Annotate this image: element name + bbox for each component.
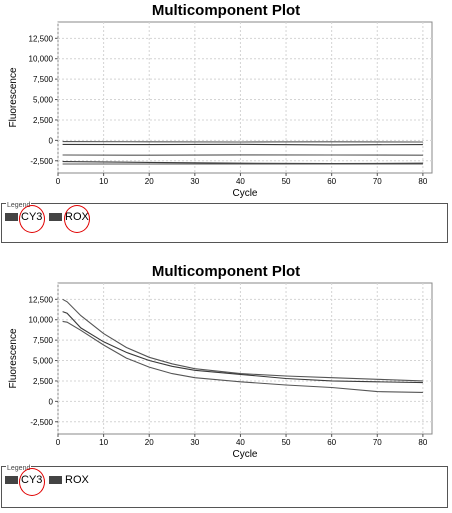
legend-swatch-cy3-2 <box>5 476 18 484</box>
legend-swatch-rox-2 <box>49 476 62 484</box>
y-axis-label: Fluorescence <box>8 67 19 127</box>
y-tick-label: 0 <box>49 397 54 406</box>
x-tick-label: 10 <box>99 177 108 186</box>
y-tick-label: 10,000 <box>29 55 54 64</box>
x-tick-label: 70 <box>373 438 382 447</box>
chart-1: -2,500 0 2,500 5,000 7,500 10,000 12,500 0 10 20 3… <box>8 21 433 199</box>
highlight-circle-rox <box>64 205 90 233</box>
x-tick-label: 50 <box>282 438 291 447</box>
x-tick-label: 40 <box>236 438 245 447</box>
legend-swatch-cy3 <box>5 213 18 221</box>
x-tick-label: 60 <box>327 438 336 447</box>
x-axis-label: Cycle <box>232 449 257 460</box>
chart-title-1: Multicomponent Plot <box>151 2 301 19</box>
x-tick-label: 30 <box>190 177 199 186</box>
legend-swatch-rox <box>49 213 62 221</box>
legend-caption-1: Legend <box>6 202 32 209</box>
legend-item-rox-2[interactable]: ROX <box>49 474 89 486</box>
x-tick-label: 50 <box>282 177 291 186</box>
y-tick-label: 2,500 <box>33 116 54 125</box>
x-axis-label: Cycle <box>232 188 257 199</box>
y-tick-label: 7,500 <box>33 336 54 345</box>
y-axis-label: Fluorescence <box>8 328 19 388</box>
chart-2: -2,500 0 2,500 5,000 7,500 10,000 12,500 0 10 20 3… <box>8 282 433 460</box>
x-tick-label: 70 <box>373 177 382 186</box>
x-tick-label: 10 <box>99 438 108 447</box>
y-tick-label: 5,000 <box>33 96 54 105</box>
highlight-circle-cy3 <box>19 205 45 233</box>
x-tick-label: 60 <box>327 177 336 186</box>
series-line-2 <box>62 311 423 384</box>
chart-title-2: Multicomponent Plot <box>151 263 301 280</box>
plot-area <box>57 21 433 174</box>
legend-caption-2: Legend <box>6 465 32 472</box>
x-tick-label: 0 <box>56 438 61 447</box>
y-tick-label: 10,000 <box>29 316 54 325</box>
x-tick-label: 30 <box>190 438 199 447</box>
x-tick-label: 0 <box>56 177 61 186</box>
legend-2: Legend CY3 ROX <box>1 465 448 508</box>
legend-1: Legend CY3 ROX <box>1 202 448 243</box>
x-tick-label: 20 <box>145 438 154 447</box>
y-tick-label: 12,500 <box>29 295 54 304</box>
highlight-circle-cy3-2 <box>19 468 45 496</box>
legend-label-rox-2: ROX <box>65 474 89 486</box>
series-line-1 <box>62 298 423 382</box>
y-tick-label: 7,500 <box>33 75 54 84</box>
y-tick-label: 2,500 <box>33 377 54 386</box>
y-tick-label: -2,500 <box>30 157 53 166</box>
x-tick-label: 40 <box>236 177 245 186</box>
x-tick-label: 80 <box>418 438 427 447</box>
y-tick-label: 0 <box>49 136 54 145</box>
y-tick-label: 12,500 <box>29 34 54 43</box>
series-line-2 <box>62 143 423 146</box>
x-tick-label: 80 <box>418 177 427 186</box>
series-line-3 <box>62 320 423 393</box>
y-tick-label: 5,000 <box>33 357 54 366</box>
x-tick-label: 20 <box>145 177 154 186</box>
y-tick-label: -2,500 <box>30 418 53 427</box>
plot-area <box>57 282 433 435</box>
